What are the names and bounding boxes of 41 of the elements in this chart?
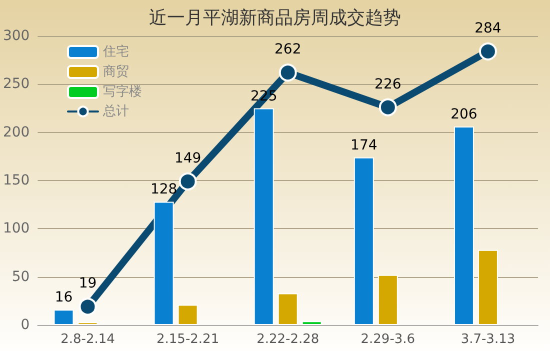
bar xyxy=(354,157,374,325)
x-tick-label: 3.7-3.13 xyxy=(460,332,516,347)
legend-label: 商贸 xyxy=(103,64,129,80)
data-label: 284 xyxy=(474,20,502,36)
point xyxy=(378,98,397,116)
y-tick-label: 250 xyxy=(2,76,30,92)
bar xyxy=(302,321,322,325)
point xyxy=(278,64,297,82)
bar xyxy=(178,304,198,325)
y-tick-label: 300 xyxy=(2,28,30,44)
point xyxy=(78,298,97,316)
y-tick-label: 150 xyxy=(2,172,30,188)
bar xyxy=(378,274,398,325)
point xyxy=(478,42,497,60)
data-label: 226 xyxy=(374,76,402,92)
legend-label: 住宅 xyxy=(102,44,129,60)
y-tick-label: 200 xyxy=(2,124,30,140)
bar xyxy=(278,293,298,325)
bar xyxy=(478,250,498,325)
y-tick-label: 0 xyxy=(20,317,30,333)
point xyxy=(178,172,197,190)
y-tick-label: 100 xyxy=(2,220,30,237)
data-label: 206 xyxy=(450,106,478,123)
legend-label: 写字楼 xyxy=(103,84,142,100)
x-tick-label: 2.15-2.21 xyxy=(156,332,220,347)
data-label: 149 xyxy=(174,150,202,166)
chart-title: 近一月平湖新商品房周成交趋势 xyxy=(149,8,401,28)
data-label: 19 xyxy=(78,276,97,292)
data-label: 262 xyxy=(274,42,302,58)
data-label: 174 xyxy=(350,137,378,154)
data-label: 128 xyxy=(150,182,178,198)
legend-label: 总计 xyxy=(102,104,129,119)
y-tick-label: 50 xyxy=(12,268,30,285)
data-label: 16 xyxy=(54,290,73,306)
x-tick-label: 2.8-2.14 xyxy=(60,332,115,347)
bar xyxy=(154,202,174,325)
bar xyxy=(254,108,274,325)
x-tick-label: 2.29-3.6 xyxy=(360,332,416,347)
x-tick-label: 2.22-2.28 xyxy=(256,332,320,347)
bar xyxy=(54,310,74,325)
bar xyxy=(454,126,474,325)
